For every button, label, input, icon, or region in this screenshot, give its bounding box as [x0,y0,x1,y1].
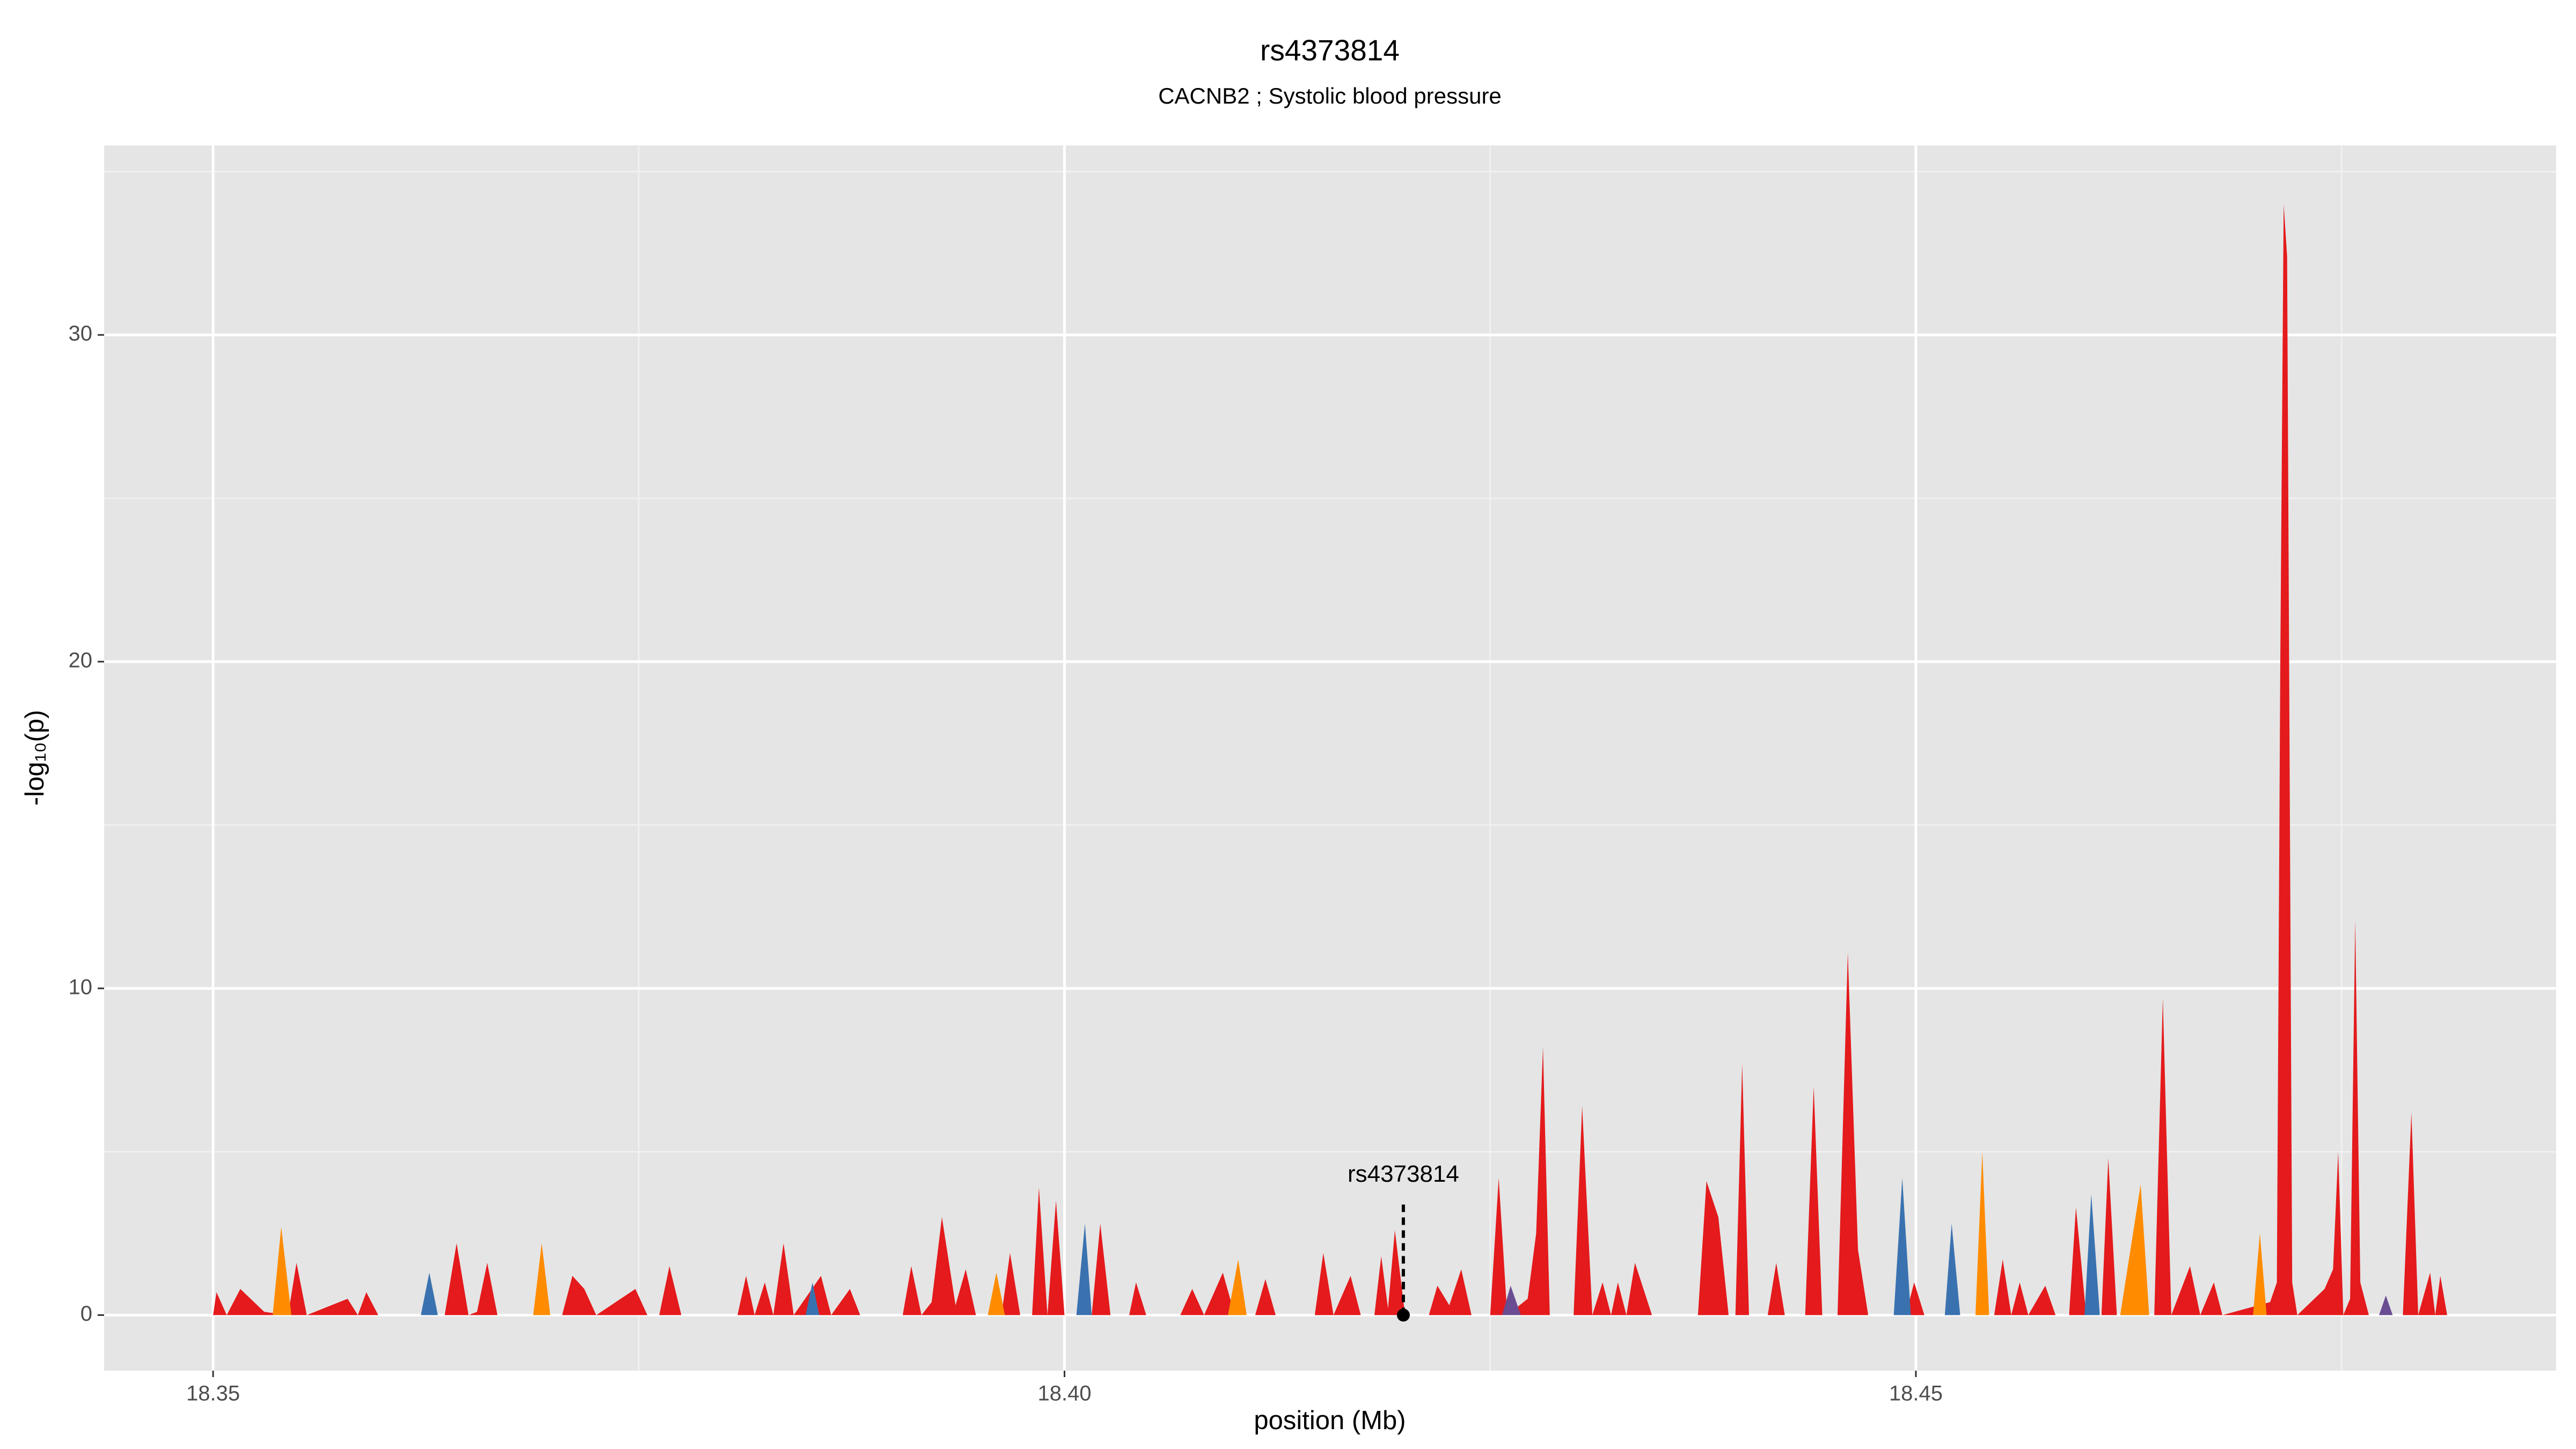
y-tick-label: 0 [80,1302,92,1326]
y-tick-label: 30 [69,322,93,346]
x-axis-label: position (Mb) [1254,1406,1406,1435]
annotation-label: rs4373814 [1348,1161,1459,1187]
x-tick-label: 18.35 [186,1382,240,1406]
y-tick-label: 10 [69,975,93,999]
chart-subtitle: CACNB2 ; Systolic blood pressure [1158,83,1502,108]
x-tick-label: 18.40 [1037,1382,1091,1406]
x-tick-label: 18.45 [1889,1382,1943,1406]
chart-title: rs4373814 [1260,34,1400,67]
y-tick-label: 20 [69,648,93,672]
annotation-point [1396,1308,1410,1322]
plot-background [104,145,2556,1371]
y-axis-label: -log₁₀(p) [20,710,49,806]
